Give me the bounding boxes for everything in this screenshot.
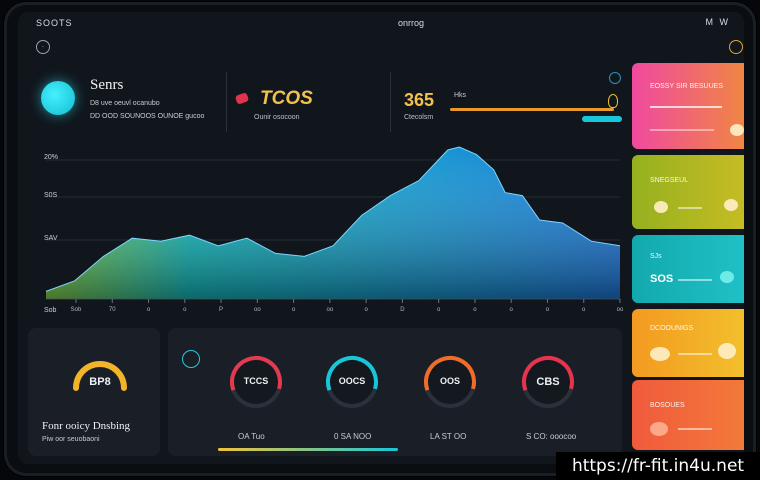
stat-secondary-value: 365 bbox=[404, 90, 435, 110]
globe-icon[interactable] bbox=[609, 72, 621, 84]
x-tick-label: o bbox=[183, 307, 187, 313]
card-title: EOSSY SIR BESUUES bbox=[650, 83, 724, 90]
gauge-value: OOS bbox=[439, 376, 460, 386]
logo-icon bbox=[41, 81, 75, 115]
gauge-caption: OA Tuo bbox=[238, 432, 265, 441]
card-chevron-icon bbox=[730, 124, 744, 136]
bulb-icon bbox=[608, 94, 618, 108]
x-tick-label: o bbox=[510, 307, 514, 313]
x-tick-label: oo bbox=[254, 307, 261, 313]
card-divider bbox=[650, 129, 714, 131]
card-title: DCOOUNIGS bbox=[650, 325, 694, 332]
top-bar-left-text: SOOTS bbox=[36, 18, 73, 28]
gauge-caption: 0 SA NOO bbox=[334, 432, 372, 441]
x-tick-label: o bbox=[147, 307, 151, 313]
gauge-caption: S CO: ooocoo bbox=[526, 432, 577, 441]
top-bar: SOOTS onrrog M W bbox=[18, 12, 744, 34]
stat-card-4[interactable]: DCOOUNIGS bbox=[632, 309, 744, 377]
y-tick-label: 20% bbox=[44, 154, 59, 161]
gauges-panel: TCCS OOCS OOS CBS OA Tuo 0 SA NOO LA ST … bbox=[168, 328, 622, 456]
summary-title: Fonr ooicy Dnsbing bbox=[42, 420, 130, 432]
card-globe-icon bbox=[720, 271, 734, 283]
x-tick-label: o bbox=[292, 307, 296, 313]
gauge-value: TCCS bbox=[243, 376, 269, 386]
teal-indicator bbox=[582, 116, 622, 122]
progress-bar bbox=[450, 108, 614, 111]
stat-card-3[interactable]: SJs SOS bbox=[632, 235, 744, 303]
y-tick-label: S0S bbox=[44, 192, 58, 199]
card-divider bbox=[678, 279, 712, 281]
card-value: SOS bbox=[650, 273, 674, 285]
stat-secondary-label: Ctecolsm bbox=[404, 114, 434, 121]
x-tick-label: D bbox=[400, 307, 405, 313]
x-tick-label: o bbox=[582, 307, 586, 313]
stat-primary-label: Ounir osocoon bbox=[254, 114, 300, 121]
summary-gauge-value: BP8 bbox=[89, 376, 111, 388]
pill-icon bbox=[234, 92, 250, 105]
divider bbox=[226, 72, 227, 132]
x-axis-title: Sob bbox=[44, 307, 57, 314]
card-title: SNEGSEUL bbox=[650, 177, 689, 184]
stat-card-2[interactable]: SNEGSEUL bbox=[632, 155, 744, 229]
stat-card-5[interactable]: BOSOUES bbox=[632, 380, 744, 450]
gauges-svg bbox=[230, 356, 574, 408]
x-tick-label: o bbox=[437, 307, 441, 313]
card-coin-icon bbox=[718, 343, 736, 359]
x-tick-label: P bbox=[219, 307, 223, 313]
top-bar-title: onrrog bbox=[398, 18, 425, 28]
stat-primary-value: TCOS bbox=[260, 88, 313, 109]
x-tick-label: o bbox=[364, 307, 368, 313]
x-tick-label: oo bbox=[327, 307, 334, 313]
divider bbox=[390, 72, 391, 132]
menu-icon[interactable]: · bbox=[36, 40, 50, 54]
dashboard-screen: SOOTS onrrog M W · Senrs D8 uve oeuvl oc… bbox=[18, 12, 744, 464]
scroll-indicator[interactable] bbox=[218, 448, 398, 451]
y-tick-label: SAV bbox=[44, 235, 58, 242]
card-coin-icon bbox=[724, 199, 738, 211]
brand-subtitle: D8 uve oeuvl ocanubo bbox=[90, 100, 160, 107]
card-divider bbox=[678, 207, 702, 209]
watermark-url: https://fr-fit.in4u.net bbox=[556, 452, 760, 480]
summary-gauge bbox=[73, 361, 127, 391]
card-coin-icon bbox=[650, 347, 670, 361]
gauge-value: OOCS bbox=[338, 376, 366, 386]
area-series-line bbox=[45, 146, 621, 292]
card-coin-icon bbox=[650, 422, 668, 436]
stat-card-1[interactable]: EOSSY SIR BESUUES bbox=[632, 63, 744, 149]
x-tick-label: oo bbox=[617, 307, 624, 313]
card-divider bbox=[678, 353, 712, 355]
card-title: SJs bbox=[650, 253, 662, 260]
tablet-device: SOOTS onrrog M W · Senrs D8 uve oeuvl oc… bbox=[4, 2, 756, 476]
gauge-value: CBS bbox=[536, 376, 560, 388]
globe-icon[interactable] bbox=[182, 350, 200, 368]
summary-subtitle: Piw oor seuobaoni bbox=[42, 436, 100, 443]
card-title: BOSOUES bbox=[650, 402, 685, 409]
brand-title: Senrs bbox=[90, 77, 124, 93]
brand-subtitle-2: DD OOD SOUNOOS OUNOE gucoo bbox=[90, 113, 205, 120]
card-divider bbox=[650, 106, 722, 108]
gauge-caption: LA ST OO bbox=[430, 432, 467, 441]
stat-secondary-unit: Hks bbox=[454, 92, 467, 99]
card-divider bbox=[678, 428, 712, 430]
x-tick-label: Sob bbox=[71, 307, 82, 313]
area-shade bbox=[46, 147, 620, 299]
summary-panel: BP8 Fonr ooicy Dnsbing Piw oor seuobaoni bbox=[28, 328, 160, 456]
card-coin-icon bbox=[654, 201, 668, 213]
top-bar-status: M W bbox=[705, 17, 730, 27]
x-tick-label: o bbox=[473, 307, 477, 313]
settings-icon[interactable] bbox=[729, 40, 743, 54]
x-tick-label: o bbox=[546, 307, 550, 313]
x-tick-label: 70 bbox=[109, 307, 116, 313]
